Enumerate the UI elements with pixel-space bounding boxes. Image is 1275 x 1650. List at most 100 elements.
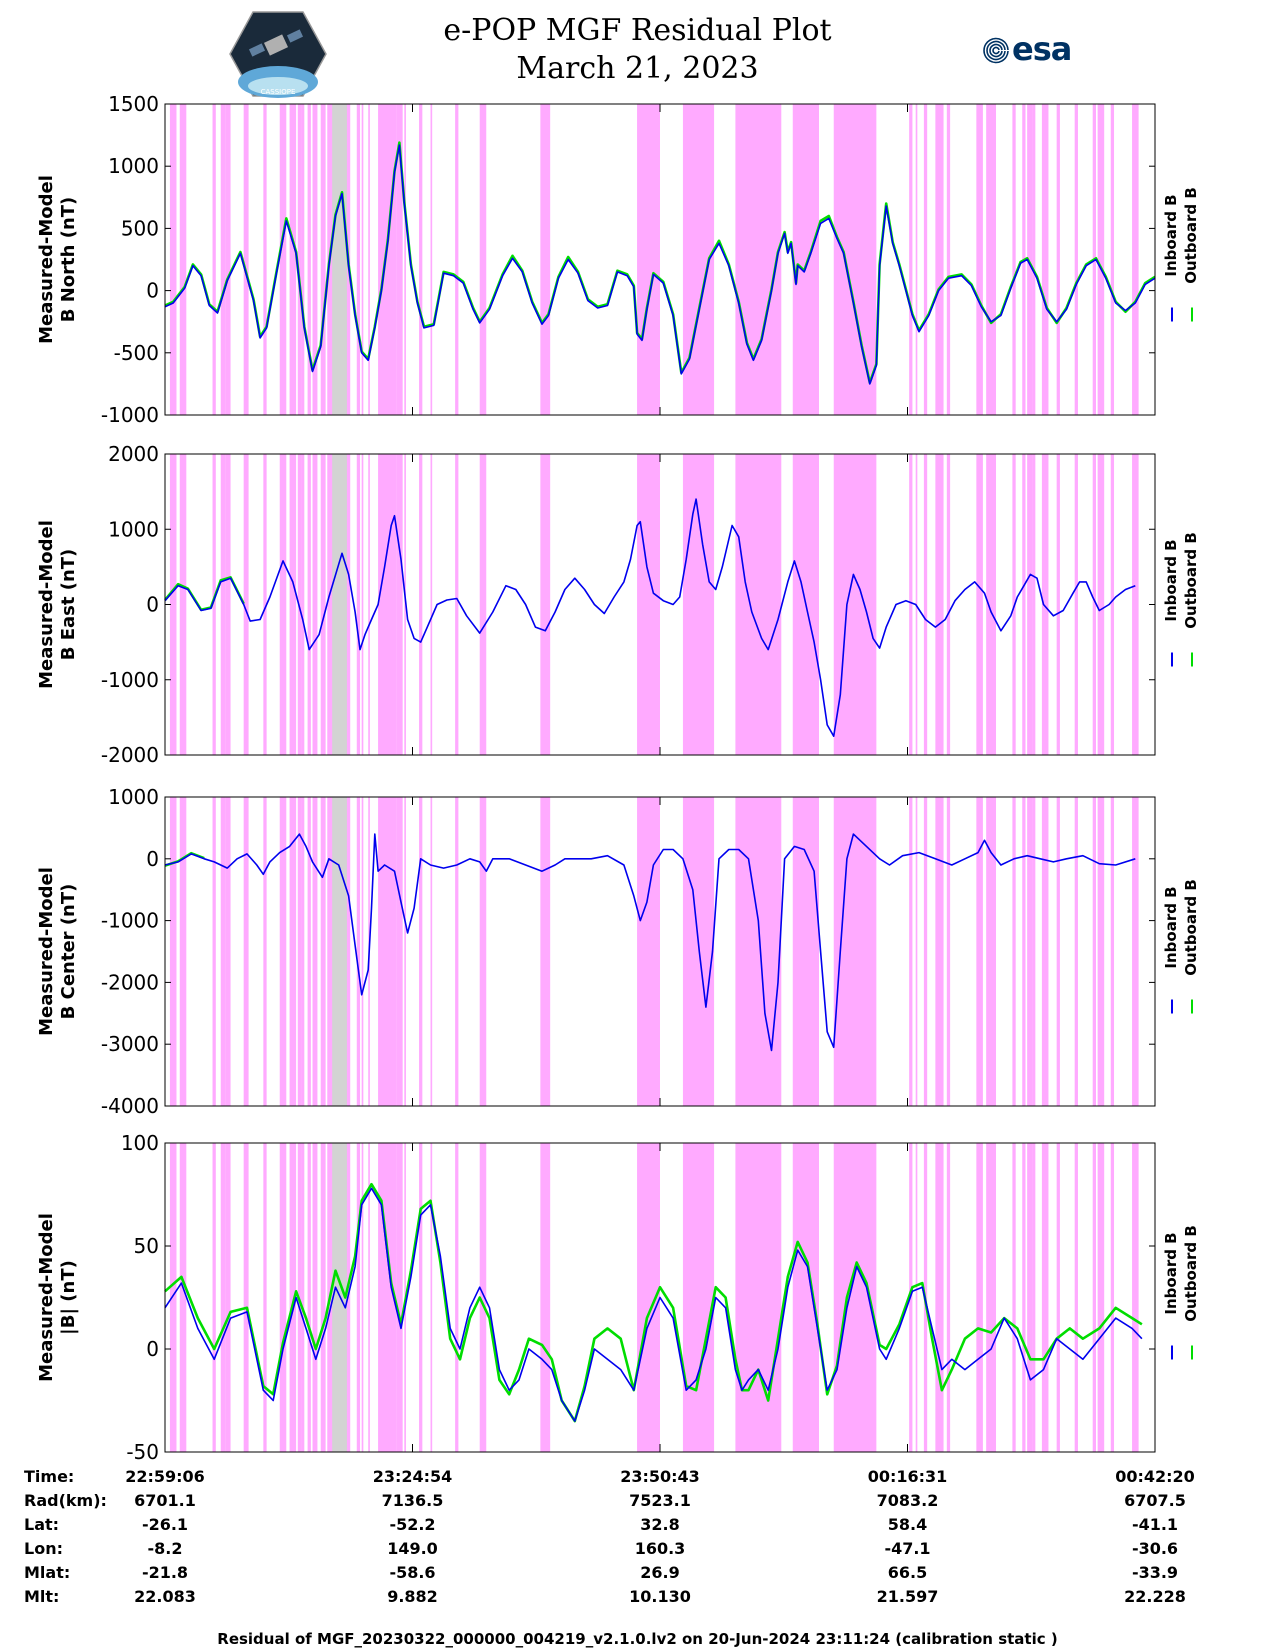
highlight-band bbox=[312, 104, 318, 415]
highlight-band bbox=[1132, 797, 1139, 1106]
info-value: -21.8 bbox=[141, 1563, 189, 1582]
highlight-band bbox=[169, 1143, 177, 1452]
y-tick-label: -3000 bbox=[101, 1032, 159, 1056]
info-value: 10.130 bbox=[629, 1587, 691, 1606]
highlight-band bbox=[212, 454, 216, 755]
highlight-band bbox=[1027, 454, 1033, 755]
highlight-band bbox=[1132, 104, 1139, 415]
gray-band bbox=[332, 104, 347, 415]
highlight-band bbox=[915, 1143, 918, 1452]
highlight-band bbox=[225, 1143, 231, 1452]
y-tick-label: 50 bbox=[134, 1234, 159, 1258]
y-axis-label: Measured-ModelB Center (nT) bbox=[36, 867, 79, 1036]
highlight-band bbox=[1027, 104, 1033, 415]
info-value: 00:16:31 bbox=[867, 1467, 948, 1486]
y-tick-label: 0 bbox=[146, 593, 159, 617]
highlight-band bbox=[169, 104, 177, 415]
info-value: 58.4 bbox=[887, 1515, 928, 1534]
highlight-band bbox=[682, 454, 715, 755]
panel-2: 2000 1000 0 -1000 -2000 Measured-ModelB East … bbox=[36, 442, 1200, 767]
highlight-band bbox=[986, 454, 997, 755]
gray-band bbox=[332, 797, 347, 1106]
y-axis-label-line: B East (nT) bbox=[58, 549, 79, 661]
highlight-band bbox=[540, 1143, 551, 1452]
highlight-band bbox=[279, 454, 287, 755]
highlight-band bbox=[419, 454, 423, 755]
y-tick-label: 500 bbox=[121, 216, 159, 240]
highlight-band bbox=[1074, 104, 1078, 415]
highlight-band bbox=[637, 1143, 660, 1452]
highlight-band bbox=[212, 1143, 216, 1452]
highlight-band bbox=[1041, 1143, 1049, 1452]
info-row-label: Mlt: bbox=[24, 1587, 60, 1606]
legend: Inboard B Outboard B bbox=[1162, 1225, 1200, 1322]
highlight-band bbox=[1027, 1143, 1033, 1452]
highlight-band bbox=[1032, 454, 1036, 755]
highlight-band bbox=[1022, 454, 1026, 755]
info-value: -26.1 bbox=[141, 1515, 189, 1534]
highlight-band bbox=[312, 454, 318, 755]
highlight-band bbox=[225, 797, 231, 1106]
highlight-band bbox=[220, 104, 226, 415]
highlight-band bbox=[1074, 797, 1078, 1106]
highlight-band bbox=[430, 104, 433, 415]
legend-entry: Inboard B bbox=[1162, 886, 1180, 968]
highlight-band bbox=[297, 104, 302, 415]
highlight-band bbox=[682, 1143, 715, 1452]
y-tick-label: -1000 bbox=[101, 403, 159, 427]
highlight-band bbox=[1056, 454, 1060, 755]
highlight-band bbox=[225, 104, 231, 415]
y-tick-label: 0 bbox=[146, 847, 159, 871]
legend-entry: Inboard B bbox=[1162, 194, 1180, 276]
panel-4: 100 50 0 -50 Measured-Model|B| (nT) Inboard B… bbox=[36, 1131, 1200, 1464]
info-row-label: Time: bbox=[24, 1467, 75, 1486]
info-value: -8.2 bbox=[147, 1539, 183, 1558]
highlight-band bbox=[289, 1143, 297, 1452]
highlight-band bbox=[637, 454, 660, 755]
highlight-band bbox=[1027, 797, 1033, 1106]
info-value: 23:24:54 bbox=[372, 1467, 453, 1486]
y-tick-label: -4000 bbox=[101, 1094, 159, 1118]
highlight-band bbox=[301, 104, 305, 415]
info-value: -58.6 bbox=[389, 1563, 436, 1582]
highlight-band bbox=[1012, 1143, 1016, 1452]
highlight-band bbox=[301, 454, 305, 755]
legend: Inboard B Outboard B bbox=[1162, 187, 1200, 284]
highlight-band bbox=[976, 104, 983, 415]
legend-entry: Outboard B bbox=[1182, 1225, 1200, 1322]
highlight-band bbox=[289, 797, 297, 1106]
highlight-band bbox=[378, 454, 397, 755]
y-tick-label: 1500 bbox=[108, 92, 159, 116]
highlight-band bbox=[396, 1143, 403, 1452]
y-axis-label-line: Measured-Model bbox=[36, 520, 57, 689]
y-tick-label: -50 bbox=[126, 1440, 159, 1464]
highlight-band bbox=[792, 104, 819, 415]
highlight-band bbox=[946, 104, 951, 415]
y-axis-label: Measured-ModelB North (nT) bbox=[36, 175, 79, 344]
highlight-band bbox=[320, 1143, 326, 1452]
esa-logo: esa bbox=[978, 30, 1090, 72]
highlight-band bbox=[540, 797, 551, 1106]
highlight-band bbox=[455, 104, 459, 415]
panel-3: 1000 0 -1000 -2000 -3000 -4000 Measured-ModelB… bbox=[36, 785, 1200, 1118]
highlight-band bbox=[1110, 104, 1115, 415]
legend-entry: Inboard B bbox=[1162, 539, 1180, 621]
highlight-band bbox=[263, 104, 267, 415]
info-value: 32.8 bbox=[640, 1515, 680, 1534]
highlight-band bbox=[1110, 454, 1115, 755]
highlight-band bbox=[312, 797, 318, 1106]
highlight-band bbox=[1056, 797, 1060, 1106]
highlight-band bbox=[1110, 797, 1115, 1106]
y-axis-label-line: Measured-Model bbox=[36, 867, 57, 1036]
y-tick-label: -2000 bbox=[101, 743, 159, 767]
highlight-band bbox=[1041, 104, 1049, 415]
highlight-band bbox=[404, 454, 406, 755]
highlight-band bbox=[243, 104, 249, 415]
highlight-band bbox=[179, 1143, 187, 1452]
highlight-band bbox=[368, 1143, 370, 1452]
footer-caption: Residual of MGF_20230322_000000_004219_v… bbox=[217, 1630, 1058, 1648]
highlight-band bbox=[976, 454, 983, 755]
info-value: -47.1 bbox=[884, 1539, 931, 1558]
title-line-1: e-POP MGF Residual Plot bbox=[443, 13, 832, 48]
highlight-band bbox=[637, 104, 660, 415]
